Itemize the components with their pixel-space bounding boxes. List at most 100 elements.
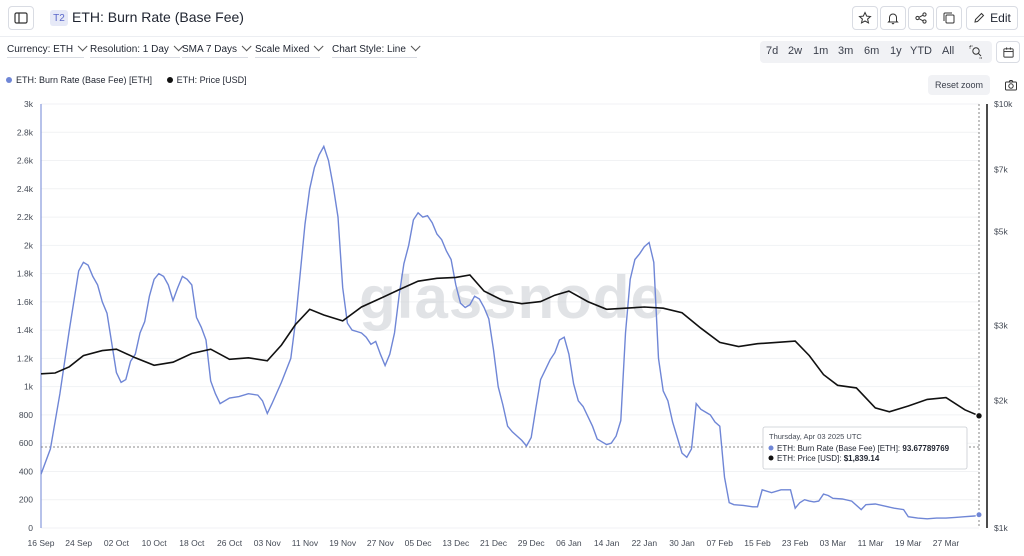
x-tick-label: 22 Jan (632, 538, 658, 548)
resolution-select[interactable]: Resolution: 1 Day (90, 41, 184, 58)
calendar-icon (1002, 46, 1014, 58)
range-ytd[interactable]: YTD (910, 45, 932, 57)
y-left-tick-label: 0 (28, 523, 33, 533)
sma-select-label: SMA 7 Days (182, 44, 238, 55)
top-bar: T2 ETH: Burn Rate (Base Fee) Edit (0, 0, 1024, 36)
watermark: glassnode (359, 264, 665, 331)
bell-icon (887, 13, 899, 25)
range-3m[interactable]: 3m (838, 45, 854, 57)
x-tick-label: 30 Jan (669, 538, 695, 548)
reset-zoom-button[interactable]: Reset zoom (928, 75, 990, 95)
x-tick-label: 10 Oct (142, 538, 168, 548)
y-right-tick-label: $2k (994, 395, 1008, 405)
x-tick-label: 11 Nov (292, 538, 319, 548)
tooltip-burn-label: ETH: Burn Rate (Base Fee) [ETH]: (777, 444, 900, 453)
share-icon (915, 12, 927, 24)
range-6m[interactable]: 6m (864, 45, 880, 57)
chart-style-select-label: Chart Style: Line (332, 44, 406, 55)
y-left-tick-label: 1.8k (17, 269, 34, 279)
y-right-tick-label: $1k (994, 523, 1008, 533)
legend-label: ETH: Price [USD] (176, 75, 247, 85)
sma-select[interactable]: SMA 7 Days (182, 41, 252, 58)
y-left-tick-label: 1k (24, 382, 34, 392)
y-left-tick-label: 2.6k (17, 156, 34, 166)
copy-icon (943, 12, 955, 24)
y-left-tick-label: 1.6k (17, 297, 34, 307)
burn-rate-series-line (40, 144, 980, 520)
x-tick-label: 02 Oct (104, 538, 130, 548)
currency-select[interactable]: Currency: ETH (7, 41, 88, 58)
x-tick-label: 24 Sep (65, 538, 92, 548)
x-tick-label: 05 Dec (405, 538, 433, 548)
favorite-button[interactable] (852, 6, 878, 30)
tooltip-price-label: ETH: Price [USD]: (777, 454, 841, 463)
tooltip-price-row: ETH: Price [USD]: $1,839.14 (777, 454, 880, 463)
x-axis-ticks: 16 Sep 24 Sep 02 Oct 10 Oct 18 Oct 26 Oct 03 N… (28, 538, 960, 548)
currency-select-label: Currency: ETH (7, 44, 74, 55)
star-icon (858, 11, 872, 24)
price-hover-point (975, 412, 983, 420)
legend-label: ETH: Burn Rate (Base Fee) [ETH] (16, 75, 153, 85)
tooltip-price-dot (768, 455, 774, 461)
range-2w[interactable]: 2w (788, 45, 803, 57)
range-1y[interactable]: 1y (890, 45, 902, 57)
sidebar-toggle-button[interactable] (8, 6, 34, 30)
zoom-select-icon[interactable] (969, 45, 983, 59)
date-picker-button[interactable] (996, 41, 1020, 63)
x-tick-label: 29 Dec (518, 538, 546, 548)
x-tick-label: 07 Feb (707, 538, 734, 548)
legend-item-burn-rate[interactable]: ETH: Burn Rate (Base Fee) [ETH] (6, 75, 152, 85)
range-7d[interactable]: 7d (766, 45, 779, 57)
legend-item-price[interactable]: ETH: Price [USD] (166, 75, 247, 85)
chart-legend: ETH: Burn Rate (Base Fee) [ETH] ETH: Pri… (6, 75, 259, 85)
alert-button[interactable] (880, 6, 906, 30)
tooltip-burn-value: 93.67789769 (902, 444, 949, 453)
y-left-tick-label: 2.8k (17, 127, 34, 137)
x-tick-label: 19 Nov (329, 538, 357, 548)
y-left-tick-label: 400 (19, 466, 33, 476)
x-tick-label: 06 Jan (556, 538, 582, 548)
x-tick-label: 27 Mar (933, 538, 960, 548)
x-tick-label: 13 Dec (442, 538, 470, 548)
copy-button[interactable] (936, 6, 962, 30)
tooltip-burn-row: ETH: Burn Rate (Base Fee) [ETH]: 93.6778… (777, 444, 950, 453)
y-right-tick-label: $10k (994, 99, 1013, 109)
x-tick-label: 16 Sep (28, 538, 55, 548)
page-title: ETH: Burn Rate (Base Fee) (72, 9, 244, 25)
x-tick-label: 23 Feb (782, 538, 809, 548)
x-tick-label: 19 Mar (895, 538, 922, 548)
y-left-tick-label: 200 (19, 495, 33, 505)
camera-icon[interactable] (1004, 78, 1018, 92)
metric-tier-badge: T2 (50, 10, 68, 26)
share-button[interactable] (908, 6, 934, 30)
x-tick-label: 21 Dec (480, 538, 508, 548)
y-left-tick-label: 800 (19, 410, 33, 420)
tooltip-burn-dot (768, 445, 774, 451)
range-1m[interactable]: 1m (813, 45, 829, 57)
y-left-tick-label: 2k (24, 240, 34, 250)
time-range-selector: 7d 2w 1m 3m 6m 1y YTD All (760, 41, 992, 63)
x-tick-label: 15 Feb (744, 538, 771, 548)
x-tick-label: 11 Mar (858, 538, 884, 548)
edit-button-label: Edit (990, 11, 1011, 25)
y-right-tick-label: $3k (994, 321, 1008, 331)
legend-dot (6, 77, 12, 83)
edit-button[interactable]: Edit (966, 6, 1018, 30)
y-left-tick-label: 1.4k (17, 325, 34, 335)
x-tick-label: 18 Oct (179, 538, 205, 548)
price-series-line (40, 274, 980, 417)
y-left-tick-label: 2.4k (17, 184, 34, 194)
sidebar-icon (14, 12, 28, 24)
chart-style-select[interactable]: Chart Style: Line (332, 41, 421, 58)
tooltip-date: Thursday, Apr 03 2025 UTC (769, 432, 862, 441)
x-tick-label: 26 Oct (217, 538, 243, 548)
y-right-tick-label: $7k (994, 165, 1008, 175)
header-divider (0, 36, 1024, 37)
y-left-tick-label: 600 (19, 438, 33, 448)
x-tick-label: 27 Nov (367, 538, 395, 548)
x-tick-label: 03 Nov (254, 538, 282, 548)
range-all[interactable]: All (942, 45, 955, 57)
tooltip: Thursday, Apr 03 2025 UTC ETH: Burn Rate… (762, 426, 968, 470)
scale-select[interactable]: Scale Mixed (255, 41, 325, 58)
